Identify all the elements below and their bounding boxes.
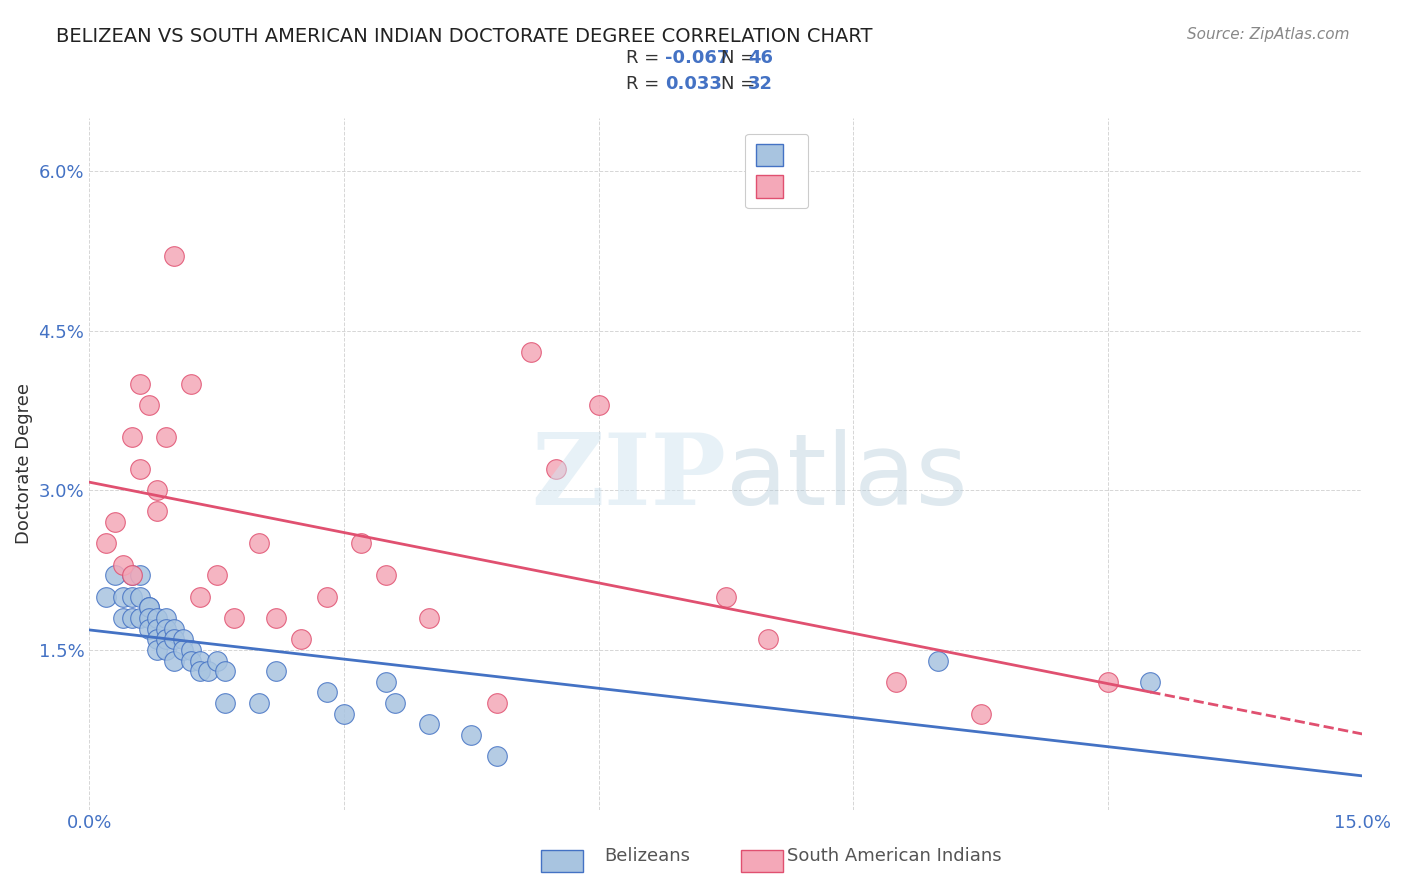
Point [927, 653, 949, 667]
Text: R =: R = [626, 75, 671, 93]
Point [197, 664, 219, 678]
Point [129, 590, 152, 604]
Point [138, 600, 160, 615]
Text: N =: N = [721, 49, 761, 67]
Text: Belizeans: Belizeans [605, 847, 690, 865]
Point [155, 632, 177, 647]
Point [247, 696, 270, 710]
Point [146, 483, 169, 498]
Point [104, 568, 127, 582]
Point [485, 696, 508, 710]
Point [418, 717, 440, 731]
Point [96, 536, 118, 550]
Point [121, 611, 143, 625]
Text: 32: 32 [748, 75, 773, 93]
Point [290, 632, 312, 647]
Point [172, 643, 194, 657]
Point [146, 632, 169, 647]
Point [129, 611, 152, 625]
Point [180, 653, 202, 667]
Point [884, 674, 907, 689]
Text: South American Indians: South American Indians [787, 847, 1002, 865]
Point [129, 568, 152, 582]
Legend: , : , [745, 134, 808, 209]
Point [205, 653, 228, 667]
Point [163, 249, 186, 263]
Text: -0.067: -0.067 [665, 49, 730, 67]
Point [418, 611, 440, 625]
Text: BELIZEAN VS SOUTH AMERICAN INDIAN DOCTORATE DEGREE CORRELATION CHART: BELIZEAN VS SOUTH AMERICAN INDIAN DOCTOR… [56, 27, 873, 45]
Point [316, 685, 339, 699]
Point [146, 643, 169, 657]
Point [264, 664, 287, 678]
Text: 0.033: 0.033 [665, 75, 721, 93]
Point [188, 590, 211, 604]
Point [138, 600, 160, 615]
Text: atlas: atlas [725, 429, 967, 526]
Point [214, 664, 236, 678]
FancyBboxPatch shape [741, 850, 783, 872]
Point [155, 643, 177, 657]
Point [546, 462, 568, 476]
Point [163, 653, 186, 667]
Point [485, 749, 508, 764]
Point [188, 653, 211, 667]
Point [163, 622, 186, 636]
Point [756, 632, 779, 647]
FancyBboxPatch shape [541, 850, 583, 872]
Point [1139, 674, 1161, 689]
Point [375, 674, 398, 689]
Point [146, 611, 169, 625]
Point [155, 430, 177, 444]
Point [350, 536, 373, 550]
Point [375, 568, 398, 582]
Point [121, 430, 143, 444]
Point [247, 536, 270, 550]
Point [96, 590, 118, 604]
Point [138, 398, 160, 412]
Point [121, 568, 143, 582]
Point [188, 664, 211, 678]
Point [264, 611, 287, 625]
Point [316, 590, 339, 604]
Text: ZIP: ZIP [531, 429, 725, 526]
Point [180, 643, 202, 657]
Point [121, 590, 143, 604]
Point [146, 504, 169, 518]
Text: 46: 46 [748, 49, 773, 67]
Point [333, 706, 356, 721]
Point [121, 568, 143, 582]
Point [155, 611, 177, 625]
Point [138, 622, 160, 636]
Point [969, 706, 991, 721]
Point [222, 611, 245, 625]
Point [519, 344, 541, 359]
Text: N =: N = [721, 75, 761, 93]
Point [460, 728, 482, 742]
Text: R =: R = [626, 49, 665, 67]
Text: Source: ZipAtlas.com: Source: ZipAtlas.com [1187, 27, 1350, 42]
Point [384, 696, 406, 710]
Point [172, 632, 194, 647]
Point [714, 590, 737, 604]
Point [205, 568, 228, 582]
Point [129, 376, 152, 391]
Point [104, 515, 127, 529]
Point [214, 696, 236, 710]
Point [112, 558, 135, 572]
Point [163, 632, 186, 647]
Point [129, 462, 152, 476]
Point [112, 611, 135, 625]
Y-axis label: Doctorate Degree: Doctorate Degree [15, 383, 32, 544]
Point [155, 622, 177, 636]
Point [138, 611, 160, 625]
Point [112, 590, 135, 604]
Point [146, 622, 169, 636]
Point [180, 376, 202, 391]
Point [588, 398, 610, 412]
Point [1097, 674, 1119, 689]
